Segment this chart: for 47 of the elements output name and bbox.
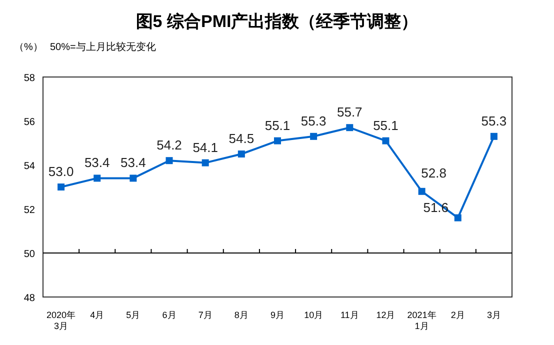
data-label: 54.1: [192, 140, 218, 155]
x-tick-label: 12月: [376, 310, 396, 320]
x-tick-label: 3月: [486, 310, 501, 320]
text: 50%=与上月比较无变化: [50, 41, 156, 53]
data-label: 55.3: [300, 113, 326, 128]
data-label: 55.1: [264, 118, 290, 133]
x-tick-label: 4月: [90, 310, 104, 320]
x-tick-label: 9月: [270, 310, 285, 320]
data-label: 54.5: [228, 131, 254, 146]
point: [58, 184, 65, 190]
point: [490, 132, 498, 140]
data-label: 53.0: [48, 164, 74, 179]
data-label: 52.8: [421, 165, 446, 180]
point: [202, 159, 209, 166]
point: [274, 137, 281, 144]
x-tick-label: 6月: [162, 310, 176, 320]
point: [94, 174, 101, 182]
point: [382, 137, 390, 144]
chart-title: 图5 综合PMI产出指数（经季节调整）: [136, 12, 418, 31]
x-tick-label: 8月: [234, 310, 248, 320]
point: [454, 214, 462, 222]
x-tick-label: 2月: [450, 310, 465, 320]
point: [346, 124, 354, 132]
y-tick-label: 56: [24, 117, 36, 128]
point: [238, 150, 245, 158]
data-label: 53.4: [84, 155, 110, 170]
y-tick-label: 48: [24, 293, 36, 304]
data-label: 55.3: [481, 113, 507, 128]
data-label: 55.1: [373, 118, 398, 133]
point: [310, 132, 318, 140]
data-label: 54.2: [156, 138, 182, 153]
y-tick-label: 52: [24, 205, 36, 216]
y-tick-label: 58: [24, 73, 36, 84]
y-axis-title: （%）: [14, 42, 43, 53]
point: [418, 188, 426, 195]
x-tick-label: 7月: [198, 310, 212, 320]
x-tick-label: 2020年 3月: [46, 310, 76, 331]
y-tick-label: 50: [24, 249, 36, 260]
point: [166, 157, 173, 164]
x-tick-label: 11月: [340, 310, 359, 320]
data-label: 53.4: [120, 155, 146, 170]
y-tick-label: 54: [24, 161, 36, 172]
x-tick-label: 10月: [304, 310, 324, 320]
x-tick-label: 2021年 1月: [407, 310, 436, 331]
x-tick-label: 5月: [126, 310, 140, 320]
data-label: 55.7: [337, 104, 362, 120]
point: [130, 174, 137, 182]
